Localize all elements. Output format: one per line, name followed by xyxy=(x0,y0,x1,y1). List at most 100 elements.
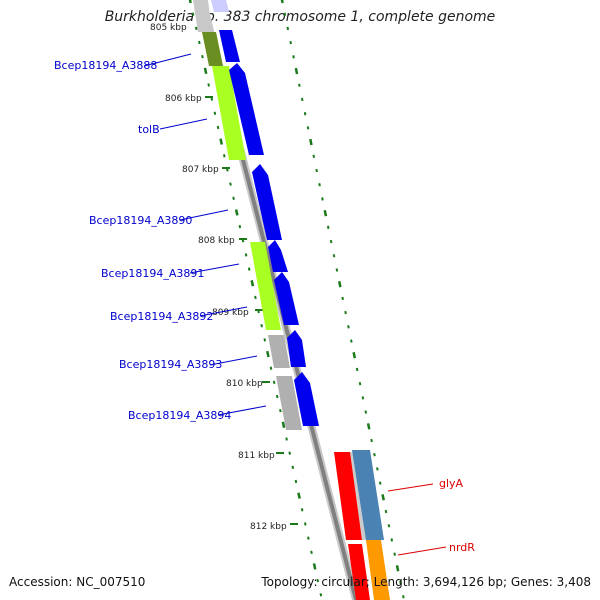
ring-tick xyxy=(232,196,235,200)
ring-tick xyxy=(393,552,396,556)
ring-tick xyxy=(390,538,394,542)
ring-tick xyxy=(395,565,400,572)
ring-tick xyxy=(300,508,304,512)
ring-tick xyxy=(300,97,304,102)
tick-label-809: 809 kbp xyxy=(212,308,249,318)
ring-tick xyxy=(315,168,318,173)
gene-labels: Bcep18194_A3888 tolB Bcep18194_A3890 Bce… xyxy=(54,59,475,554)
ring-tick xyxy=(216,125,220,130)
gene-label-bcep18194-a3891[interactable]: Bcep18194_A3891 xyxy=(101,267,204,280)
ring-tick xyxy=(207,83,210,87)
ring-tick xyxy=(361,396,365,400)
gene-label-bcep18194-a3892[interactable]: Bcep18194_A3892 xyxy=(110,310,213,323)
ring-tick xyxy=(260,324,263,328)
gene-label-bcep18194-a3893[interactable]: Bcep18194_A3893 xyxy=(119,358,222,371)
ring-tick xyxy=(266,350,270,358)
ring-tick xyxy=(347,325,350,329)
gene-label-glya[interactable]: glyA xyxy=(439,477,464,490)
gene-label-nrdr[interactable]: nrdR xyxy=(449,541,475,554)
ring-tick xyxy=(350,339,353,343)
ring-tick xyxy=(319,593,323,597)
ring-tick xyxy=(263,338,267,342)
ring-tick xyxy=(254,295,257,300)
ring-tick xyxy=(376,467,379,471)
ring-tick xyxy=(329,239,333,244)
cog-bar-glyA-red xyxy=(334,452,362,540)
ring-tick xyxy=(310,550,313,554)
ring-tick xyxy=(384,509,388,514)
ring-tick xyxy=(292,55,295,59)
ring-tick xyxy=(281,421,286,429)
ring-tick xyxy=(283,12,287,16)
ring-tick xyxy=(378,481,382,485)
tick-label-808: 808 kbp xyxy=(198,236,235,246)
ring-tick xyxy=(364,410,368,414)
ring-tick xyxy=(387,524,391,528)
ring-tick xyxy=(366,423,371,430)
ring-tick xyxy=(316,578,320,583)
gene-label-tolb[interactable]: tolB xyxy=(138,123,160,136)
ring-tick xyxy=(352,352,357,359)
ring-tick xyxy=(344,310,347,315)
ring-tick xyxy=(219,138,224,145)
ring-tick xyxy=(402,595,405,599)
ring-tick xyxy=(335,268,339,272)
gene-label-bcep18194-a3890[interactable]: Bcep18194_A3890 xyxy=(89,214,192,227)
ring-tick xyxy=(229,182,232,186)
ring-tick xyxy=(303,112,307,116)
tick-label-810: 810 kbp xyxy=(226,379,263,389)
ring-tick xyxy=(358,381,362,386)
ring-tick xyxy=(321,197,324,201)
gene-arrow-tolB xyxy=(229,63,264,155)
gene-arrow-3892 xyxy=(274,272,299,325)
cog-bar-3888 xyxy=(202,32,223,66)
cog-track xyxy=(193,0,390,600)
genome-summary-text: Topology: circular; Length: 3,694,126 bp… xyxy=(261,575,591,589)
ring-tick xyxy=(294,67,299,75)
cog-bar-3891 xyxy=(250,242,281,330)
cog-bar-tolB xyxy=(212,66,246,160)
ring-tick xyxy=(286,26,290,31)
ring-tick xyxy=(355,367,359,372)
cog-bar-3893 xyxy=(268,335,290,368)
ring-tick xyxy=(306,126,310,130)
ring-tick xyxy=(309,138,313,146)
cog-bar-3894 xyxy=(276,376,302,430)
ring-tick xyxy=(280,0,284,4)
ring-tick xyxy=(213,111,217,115)
tick-label-812: 812 kbp xyxy=(250,522,287,532)
tick-label-811: 811 kbp xyxy=(238,451,275,461)
ring-tick xyxy=(291,465,295,470)
gene-label-bcep18194-a3888[interactable]: Bcep18194_A3888 xyxy=(54,59,157,72)
ring-tick xyxy=(288,451,291,455)
ring-tick xyxy=(399,580,402,585)
cog-bar-nrdR-red xyxy=(348,544,370,600)
ring-tick xyxy=(312,154,316,158)
tick-label-805: 805 kbp xyxy=(150,23,187,33)
ring-tick xyxy=(341,296,344,301)
ring-tick xyxy=(201,54,204,59)
gene-label-bcep18194-a3894[interactable]: Bcep18194_A3894 xyxy=(128,409,231,422)
ring-tick xyxy=(203,67,208,75)
ring-tick xyxy=(250,280,255,287)
gene-track xyxy=(211,0,319,426)
ring-tick xyxy=(275,394,279,399)
ring-tick xyxy=(289,40,292,45)
gene-arrow-3891 xyxy=(268,240,288,272)
ring-tick xyxy=(279,408,282,413)
label-connectors xyxy=(143,53,447,556)
ring-tick xyxy=(323,209,328,217)
ring-tick xyxy=(337,280,342,288)
ring-tick xyxy=(238,224,242,229)
ring-tick xyxy=(272,380,276,385)
ring-tick xyxy=(370,438,373,443)
ring-tick xyxy=(194,26,198,31)
gene-arrow-3893 xyxy=(287,330,306,367)
ring-tick xyxy=(269,366,273,370)
ring-tick xyxy=(198,40,201,45)
ring-tick xyxy=(210,97,214,101)
tick-label-807: 807 kbp xyxy=(182,165,219,175)
cog-bar-glyA-steel xyxy=(352,450,384,540)
ring-tick xyxy=(373,453,376,457)
